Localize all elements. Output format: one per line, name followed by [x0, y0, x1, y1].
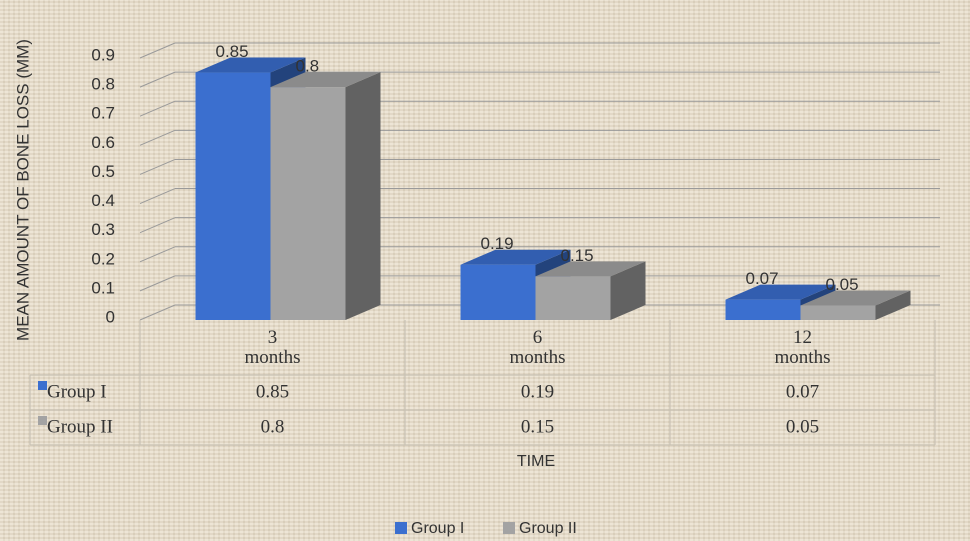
bar-side	[345, 72, 381, 320]
grid-line	[139, 275, 176, 292]
legend-swatch	[503, 522, 515, 534]
bar-side	[875, 290, 911, 320]
data-label: 0.15	[561, 246, 594, 265]
bar	[270, 87, 346, 320]
data-label: 0.05	[826, 275, 859, 294]
bar	[535, 276, 611, 320]
y-tick-label: 0.4	[91, 191, 115, 210]
x-tick-label: 6 months	[509, 327, 566, 368]
legend-swatch	[395, 522, 407, 534]
bar	[460, 264, 536, 320]
bar	[800, 305, 876, 320]
x-tick-label: 12 months	[774, 327, 831, 368]
bar-top	[460, 249, 571, 265]
data-label: 0.8	[296, 57, 320, 76]
y-tick-label: 0.3	[91, 220, 115, 239]
grid-line	[139, 71, 176, 88]
table-key	[38, 416, 47, 425]
grid-line	[139, 304, 176, 321]
y-tick-label: 0	[106, 307, 115, 326]
legend-label: Group I	[411, 520, 464, 537]
x-axis-label: TIME	[517, 453, 555, 470]
bar-side	[610, 261, 646, 320]
table-cell: 0.19	[521, 381, 554, 402]
y-tick-label: 0.2	[91, 249, 115, 268]
grid-line	[139, 246, 176, 263]
y-tick-label: 0.6	[91, 133, 115, 152]
data-label: 0.07	[746, 269, 779, 288]
grid-line	[139, 158, 176, 175]
bar-top	[195, 57, 306, 73]
table-row-label: Group I	[47, 381, 107, 402]
table-cell: 0.8	[261, 416, 285, 437]
y-tick-label: 0.7	[91, 104, 115, 123]
y-tick-label: 0.9	[91, 45, 115, 64]
x-tick-label: 3 months	[244, 327, 301, 368]
grid-line	[139, 42, 176, 59]
y-axis-label: MEAN AMOUNT OF BONE LOSS (MM)	[13, 39, 32, 341]
bar-top	[800, 290, 911, 306]
bar-top	[535, 261, 646, 277]
grid-line	[139, 217, 176, 234]
data-label: 0.85	[216, 42, 249, 61]
y-tick-label: 0.8	[91, 75, 115, 94]
bar-top	[270, 72, 381, 88]
y-tick-label: 0.5	[91, 162, 115, 181]
table-cell: 0.07	[786, 381, 819, 402]
table-cell: 0.05	[786, 416, 819, 437]
bar-top	[725, 284, 836, 300]
grid-line	[139, 100, 176, 117]
grid-line	[139, 188, 176, 205]
bar	[725, 299, 801, 320]
data-label: 0.19	[481, 234, 514, 253]
legend-label: Group II	[519, 520, 577, 537]
bar	[195, 72, 271, 320]
y-tick-label: 0.1	[91, 278, 115, 297]
grid-line	[139, 129, 176, 146]
table-row-label: Group II	[47, 416, 113, 437]
table-key	[38, 381, 47, 390]
table-cell: 0.15	[521, 416, 554, 437]
table-cell: 0.85	[256, 381, 289, 402]
